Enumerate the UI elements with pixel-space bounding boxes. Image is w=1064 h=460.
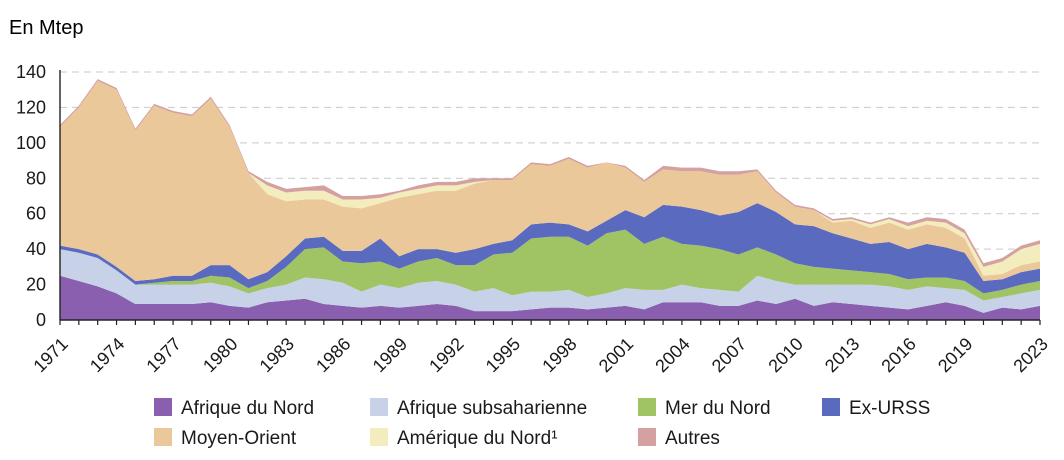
legend-swatch-afrique-subsaharienne: [370, 398, 388, 416]
legend: Afrique du Nord Afrique subsaharienne Mer …: [154, 398, 930, 449]
y-tick-label-40: 40: [26, 239, 46, 259]
x-tick-label-1977: 1977: [142, 334, 184, 376]
x-tick-label-2001: 2001: [595, 334, 637, 376]
y-tick-label-0: 0: [36, 310, 46, 330]
area-afrique-subsaharienne: [60, 249, 1040, 313]
legend-swatch-mer-du-nord: [638, 398, 656, 416]
legend-label-amerique-du-nord: Amérique du Nord¹: [397, 428, 558, 449]
x-tick-label-2016: 2016: [877, 334, 919, 376]
x-tick-label-1974: 1974: [86, 334, 128, 376]
legend-swatch-afrique-du-nord: [154, 398, 172, 416]
x-tick-label-1995: 1995: [482, 334, 524, 376]
area-mer-du-nord: [60, 229, 1040, 301]
area-amerique-du-nord: [60, 80, 1040, 276]
area-series-group: [60, 79, 1040, 320]
legend-swatch-ex-urss: [822, 398, 840, 416]
x-tick-label-2007: 2007: [708, 334, 750, 376]
legend-swatch-amerique-du-nord: [370, 428, 388, 446]
legend-label-ex-urss: Ex-URSS: [849, 398, 930, 419]
x-tick-label-1986: 1986: [312, 334, 354, 376]
y-tick-label-140: 140: [16, 62, 46, 82]
y-tick-label-120: 120: [16, 97, 46, 117]
area-moyen-orient: [60, 80, 1040, 282]
x-tick-label-2019: 2019: [934, 334, 976, 376]
x-tick-label-2004: 2004: [651, 334, 693, 376]
x-tick-label-1989: 1989: [369, 334, 411, 376]
x-tick-label-1998: 1998: [538, 334, 580, 376]
y-tick-label-60: 60: [26, 204, 46, 224]
legend-label-moyen-orient: Moyen-Orient: [181, 428, 297, 449]
x-tick-label-1980: 1980: [199, 334, 241, 376]
y-tick-label-20: 20: [26, 275, 46, 295]
unit-label: En Mtep: [9, 17, 83, 39]
x-tick-label-1992: 1992: [425, 334, 467, 376]
legend-label-mer-du-nord: Mer du Nord: [665, 398, 771, 419]
x-tick-label-1971: 1971: [29, 334, 71, 376]
x-tick-label-2010: 2010: [764, 334, 806, 376]
legend-label-afrique-subsaharienne: Afrique subsaharienne: [397, 398, 587, 419]
area-afrique-du-nord: [60, 275, 1040, 320]
x-tick-label-2023: 2023: [1009, 334, 1051, 376]
y-tick-label-100: 100: [16, 133, 46, 153]
y-tick-label-80: 80: [26, 168, 46, 188]
area-ex-urss: [60, 203, 1040, 294]
legend-label-afrique-du-nord: Afrique du Nord: [181, 398, 314, 419]
x-tick-label-1983: 1983: [256, 334, 298, 376]
legend-swatch-autres: [638, 428, 656, 446]
x-tick-label-2013: 2013: [821, 334, 863, 376]
legend-label-autres: Autres: [665, 428, 720, 449]
legend-swatch-moyen-orient: [154, 428, 172, 446]
